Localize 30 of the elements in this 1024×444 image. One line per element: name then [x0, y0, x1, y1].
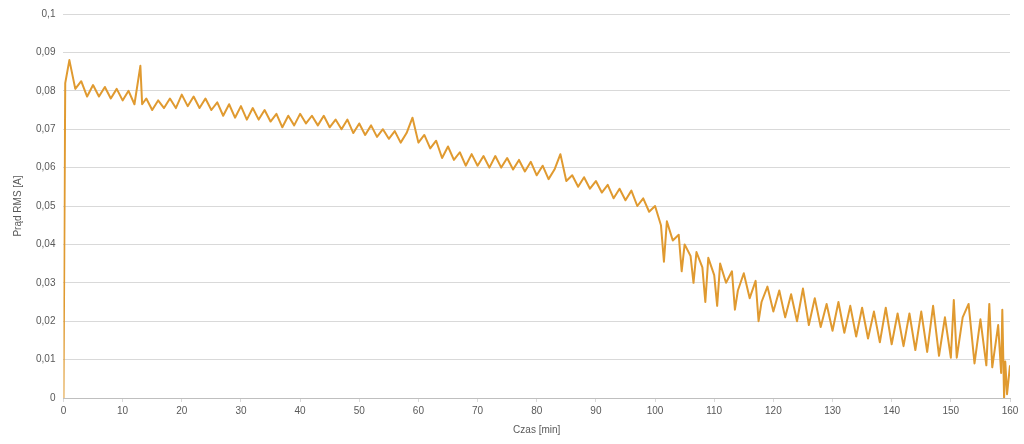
- x-tick-label: 20: [176, 404, 188, 416]
- x-tick-label: 120: [765, 404, 783, 416]
- x-tick-label: 60: [412, 404, 425, 416]
- x-tick-label: 150: [942, 404, 960, 416]
- y-tick-label: 0: [49, 391, 56, 403]
- x-tick-label: 40: [294, 404, 307, 416]
- y-tick-label: 0,07: [35, 122, 56, 134]
- x-tick-label: 90: [590, 404, 602, 416]
- x-tick-label: 100: [646, 404, 664, 416]
- x-axis-title: Czas [min]: [513, 423, 561, 435]
- x-tick-label: 130: [824, 404, 842, 416]
- y-tick-label: 0,01: [35, 353, 56, 365]
- y-tick-label: 0,02: [35, 314, 56, 326]
- x-tick-label: 80: [531, 404, 543, 416]
- x-tick-label: 140: [883, 404, 901, 416]
- x-tick-label: 160: [1001, 404, 1019, 416]
- y-tick-label: 0,04: [35, 238, 56, 250]
- y-tick-label: 0,05: [35, 199, 56, 211]
- y-tick-label: 0,06: [35, 161, 56, 173]
- x-tick-label: 10: [117, 404, 129, 416]
- y-tick-label: 0,09: [35, 46, 56, 58]
- y-axis-title: Prąd RMS [A]: [11, 175, 23, 237]
- y-tick-label: 0,03: [35, 276, 56, 288]
- x-tick-label: 110: [706, 404, 723, 416]
- y-tick-label: 0,08: [35, 84, 56, 96]
- x-tick-label: 50: [353, 404, 366, 416]
- x-tick-label: 0: [60, 404, 67, 416]
- x-tick-label: 70: [472, 404, 484, 416]
- y-tick-label: 0,1: [41, 7, 56, 19]
- x-tick-label: 30: [235, 404, 247, 416]
